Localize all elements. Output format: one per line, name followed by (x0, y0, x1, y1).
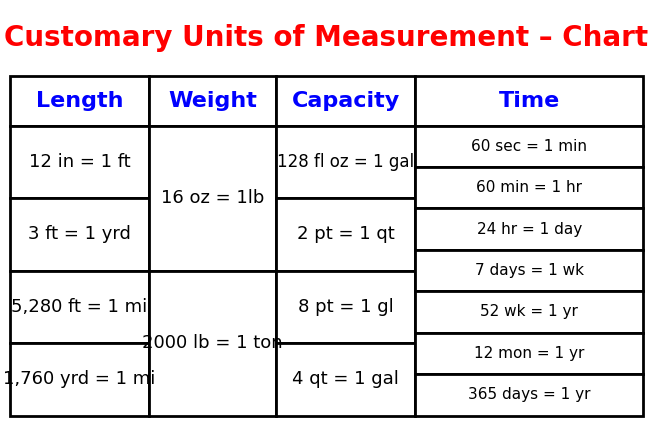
Bar (10, 271, 149, 343)
Text: 365 days = 1 yr: 365 days = 1 yr (468, 387, 590, 402)
Bar (276, 76, 415, 126)
Bar (10, 76, 149, 126)
Bar (10, 198, 149, 271)
Text: 8 pt = 1 gl: 8 pt = 1 gl (298, 298, 393, 316)
Text: 5,280 ft = 1 mi: 5,280 ft = 1 mi (11, 298, 148, 316)
Text: Length: Length (36, 91, 123, 111)
Bar (149, 76, 276, 126)
Bar (276, 271, 415, 343)
Text: 3 ft = 1 yrd: 3 ft = 1 yrd (28, 225, 131, 243)
Text: 60 min = 1 hr: 60 min = 1 hr (476, 180, 582, 195)
Bar (415, 167, 643, 208)
Bar (276, 198, 415, 271)
Text: Capacity: Capacity (291, 91, 400, 111)
Bar (10, 126, 149, 198)
Text: 4 qt = 1 gal: 4 qt = 1 gal (292, 370, 399, 388)
Bar (276, 343, 415, 416)
Bar (415, 374, 643, 416)
Text: 2000 lb = 1 ton: 2000 lb = 1 ton (142, 334, 283, 352)
Bar (415, 126, 643, 167)
Text: 60 sec = 1 min: 60 sec = 1 min (471, 139, 587, 154)
Text: 128 fl oz = 1 gal: 128 fl oz = 1 gal (277, 153, 414, 171)
Text: 2 pt = 1 qt: 2 pt = 1 qt (296, 225, 394, 243)
Text: Time: Time (499, 91, 560, 111)
Bar (415, 76, 643, 126)
Text: 12 mon = 1 yr: 12 mon = 1 yr (474, 346, 584, 361)
Text: Customary Units of Measurement – Chart: Customary Units of Measurement – Chart (5, 24, 648, 52)
Text: Weight: Weight (168, 91, 257, 111)
Text: 7 days = 1 wk: 7 days = 1 wk (475, 263, 584, 278)
Text: 16 oz = 1lb: 16 oz = 1lb (161, 189, 264, 207)
Bar (415, 250, 643, 291)
Bar (415, 333, 643, 374)
Bar (415, 208, 643, 250)
Text: 12 in = 1 ft: 12 in = 1 ft (29, 153, 131, 171)
Bar (10, 343, 149, 416)
Bar (149, 126, 276, 271)
Bar (276, 126, 415, 198)
Bar (415, 291, 643, 333)
Text: 24 hr = 1 day: 24 hr = 1 day (477, 222, 582, 237)
Text: 1,760 yrd = 1 mi: 1,760 yrd = 1 mi (3, 370, 155, 388)
Bar (149, 271, 276, 416)
Text: 52 wk = 1 yr: 52 wk = 1 yr (480, 304, 578, 319)
